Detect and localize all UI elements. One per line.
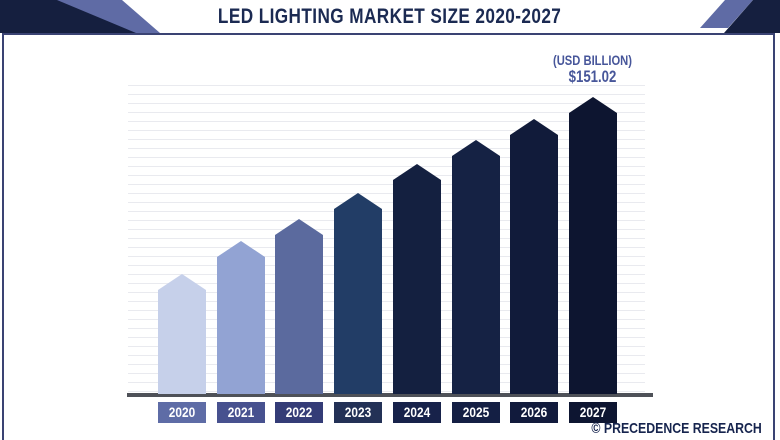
year-label-2024: 2024	[393, 402, 441, 423]
year-label-text: 2021	[227, 405, 255, 420]
year-label-2025: 2025	[452, 402, 500, 423]
year-label-text: 2022	[285, 405, 313, 420]
content-frame	[2, 33, 775, 440]
corner-left-light-triangle	[55, 0, 160, 33]
bar-2020	[158, 274, 206, 394]
year-label-text: 2025	[462, 405, 490, 420]
year-label-2023: 2023	[334, 402, 382, 423]
corner-decorations	[0, 0, 780, 33]
bar-2027	[569, 97, 617, 394]
year-label-2027: 2027	[569, 402, 617, 423]
unit-label: (USD BILLION)	[552, 52, 632, 68]
year-label-text: 2020	[168, 405, 196, 420]
year-label-text: 2024	[403, 405, 431, 420]
gridlines	[128, 85, 645, 397]
year-label-text: 2027	[579, 405, 607, 420]
bar-2024	[393, 164, 441, 394]
year-label-2026: 2026	[510, 402, 558, 423]
year-label-2022: 2022	[275, 402, 323, 423]
peak-value-label: $151.02	[568, 68, 617, 87]
year-label-2021: 2021	[217, 402, 265, 423]
bar-2023	[334, 193, 382, 394]
value-annotation: (USD BILLION) $151.02	[510, 52, 675, 87]
bar-2025	[452, 140, 500, 394]
brand-watermark: © PRECEDENCE RESEARCH	[591, 420, 762, 437]
corner-right-dark-triangle	[724, 0, 780, 33]
year-label-2020: 2020	[158, 402, 206, 423]
corner-right-light-triangle	[700, 0, 753, 28]
bar-2022	[275, 219, 323, 394]
x-axis-line	[127, 393, 653, 397]
year-label-text: 2023	[344, 405, 372, 420]
bar-2026	[510, 119, 558, 394]
corner-left-dark-triangle	[0, 0, 136, 33]
bar-2021	[217, 241, 265, 394]
chart-title: LED LIGHTING MARKET SIZE 2020-2027	[218, 4, 562, 28]
year-label-text: 2026	[520, 405, 548, 420]
